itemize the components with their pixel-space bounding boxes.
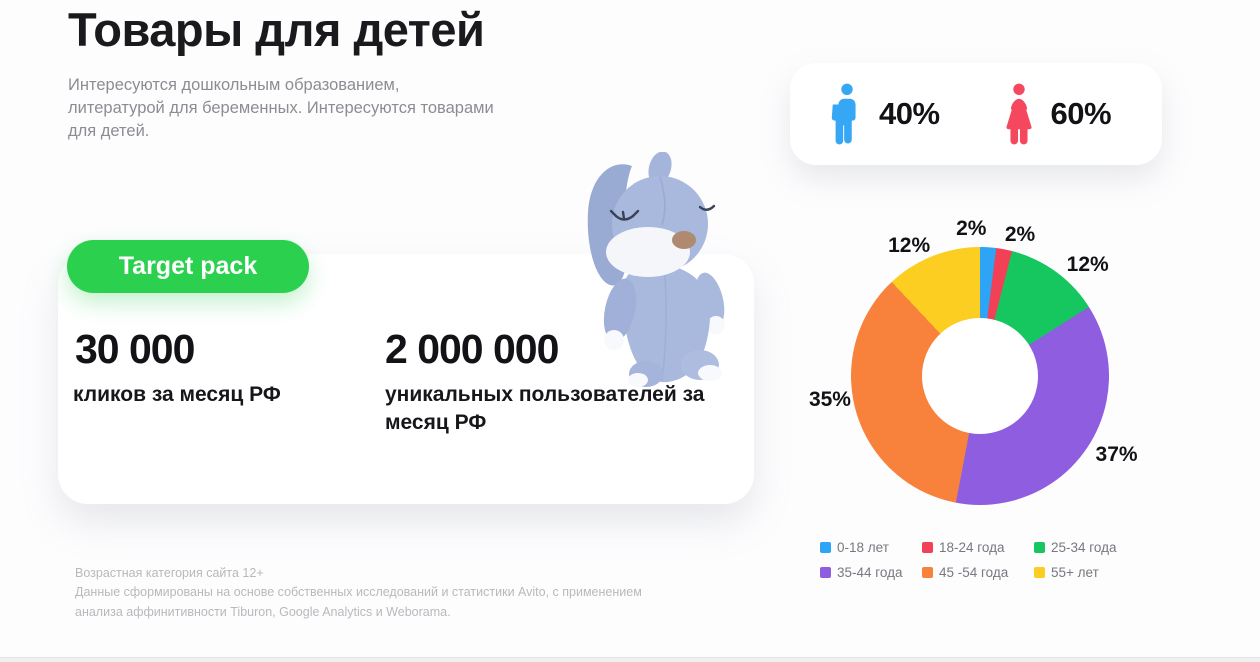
male-icon — [831, 83, 856, 145]
unique-users-label: уникальных пользователей за месяц РФ — [385, 383, 705, 435]
bottom-edge-divider — [0, 657, 1260, 662]
page-title: Товары для детей — [68, 3, 485, 56]
donut-percent-label: 12% — [888, 234, 931, 258]
legend-swatch — [820, 567, 831, 578]
donut-percent-label: 37% — [1095, 443, 1138, 467]
legend-swatch — [922, 567, 933, 578]
legend-item: 0-18 лет — [820, 540, 917, 555]
legend-label: 18-24 года — [939, 540, 1005, 555]
legend-label: 0-18 лет — [837, 540, 889, 555]
legend-label: 45 -54 года — [939, 565, 1009, 580]
legend-item: 45 -54 года — [922, 565, 1029, 580]
footnote-line-1: Возрастная категория сайта 12+ — [75, 566, 264, 580]
female-icon — [1005, 83, 1032, 145]
donut-percent-label: 2% — [1004, 222, 1036, 246]
footnote-line-3: анализа аффинитивности Tiburon, Google A… — [75, 604, 451, 619]
chart-legend: 0-18 лет 18-24 года 25-34 года 35-44 года 45… — [820, 540, 1117, 580]
legend-label: 55+ лет — [1051, 565, 1099, 580]
legend-label: 35-44 года — [837, 565, 903, 580]
page-description: Интересуются дошкольным образованием, ли… — [68, 76, 494, 141]
legend-item: 55+ лет — [1034, 565, 1117, 580]
female-share: 60% — [1000, 83, 1112, 145]
legend-swatch — [820, 542, 831, 553]
legend-item: 25-34 года — [1034, 540, 1117, 555]
male-percentage: 40% — [879, 96, 940, 131]
legend-item: 35-44 года — [820, 565, 917, 580]
legend-swatch — [922, 542, 933, 553]
male-share: 40% — [828, 83, 940, 145]
donut-percent-label: 35% — [808, 388, 851, 412]
footnote: Возрастная категория сайта 12+ Данные сф… — [75, 564, 642, 622]
donut-hole — [922, 318, 1038, 434]
target-pack-badge[interactable]: Target pack — [67, 240, 309, 293]
footnote-line-2: Данные сформированы на основе собственны… — [75, 585, 642, 600]
donut-percent-label: 2% — [956, 217, 987, 241]
legend-swatch — [1034, 567, 1045, 578]
donut-percent-label: 12% — [1066, 252, 1109, 276]
legend-item: 18-24 года — [922, 540, 1029, 555]
donut-ring — [851, 247, 1109, 505]
legend-swatch — [1034, 542, 1045, 553]
clicks-value: 30 000 — [75, 326, 195, 372]
age-donut-chart: 2% 2% 12% 37% 35% 12% — [780, 176, 1180, 576]
unique-users-value: 2 000 000 — [385, 326, 559, 372]
female-percentage: 60% — [1050, 96, 1112, 131]
clicks-label: кликов за месяц РФ — [73, 383, 281, 406]
legend-label: 25-34 года — [1051, 540, 1117, 555]
plush-bunny-image — [587, 152, 725, 387]
gender-stats-card: 40% 60% — [790, 63, 1162, 165]
